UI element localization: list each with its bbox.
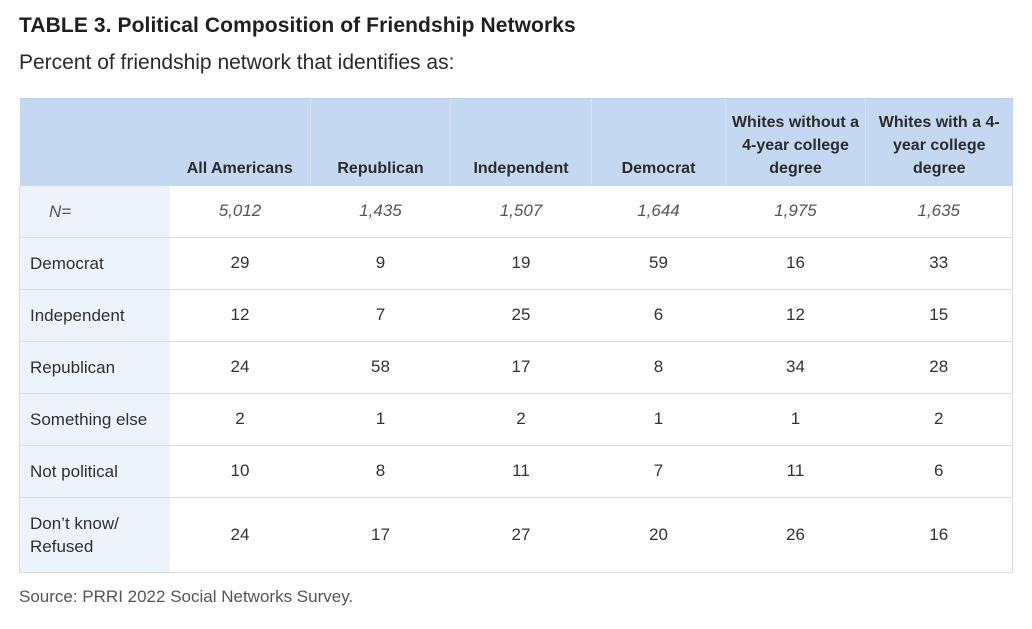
table-cell: 28 bbox=[865, 341, 1013, 394]
table-row: Independent 12 7 25 6 12 15 bbox=[19, 289, 1013, 342]
table-cell: 1,435 bbox=[310, 185, 451, 238]
row-label: Not political bbox=[19, 445, 170, 498]
column-header: Independent bbox=[450, 98, 592, 186]
table-cell: 24 bbox=[169, 341, 311, 394]
source-note: Source: PRRI 2022 Social Networks Survey… bbox=[19, 587, 354, 606]
column-header: All Americans bbox=[169, 98, 311, 186]
table-row: Republican 24 58 17 8 34 28 bbox=[19, 341, 1013, 394]
table-row: Something else 2 1 2 1 1 2 bbox=[19, 393, 1013, 446]
table-cell: 26 bbox=[725, 497, 866, 573]
table-subtitle: Percent of friendship network that ident… bbox=[19, 51, 455, 74]
table-cell: 33 bbox=[865, 237, 1013, 290]
table-cell: 34 bbox=[725, 341, 866, 394]
table-cell: 12 bbox=[725, 289, 866, 342]
table-cell: 58 bbox=[310, 341, 451, 394]
table-cell: 8 bbox=[591, 341, 726, 394]
table-cell: 16 bbox=[725, 237, 866, 290]
header-row: All Americans Republican Independent Dem… bbox=[19, 98, 1013, 186]
table-cell: 1,975 bbox=[725, 185, 866, 238]
table-cell: 24 bbox=[169, 497, 311, 573]
table-cell: 1,635 bbox=[865, 185, 1013, 238]
table-cell: 59 bbox=[591, 237, 726, 290]
table-cell: 1 bbox=[310, 393, 451, 446]
table-cell: 10 bbox=[169, 445, 311, 498]
table-cell: 7 bbox=[310, 289, 451, 342]
sample-size-row: N= 5,012 1,435 1,507 1,644 1,975 1,635 bbox=[19, 185, 1013, 238]
row-label: Independent bbox=[19, 289, 170, 342]
table-cell: 27 bbox=[450, 497, 592, 573]
table-title: TABLE 3. Political Composition of Friend… bbox=[19, 14, 576, 37]
column-header: Whites with a 4-year college degree bbox=[865, 98, 1013, 186]
table-cell: 25 bbox=[450, 289, 592, 342]
table-cell: 1,507 bbox=[450, 185, 592, 238]
column-header: Democrat bbox=[591, 98, 726, 186]
table-cell: 17 bbox=[450, 341, 592, 394]
table-cell: 2 bbox=[450, 393, 592, 446]
column-header: Whites without a 4-year college degree bbox=[725, 98, 866, 186]
row-label: Something else bbox=[19, 393, 170, 446]
table-cell: 5,012 bbox=[169, 185, 311, 238]
table-cell: 29 bbox=[169, 237, 311, 290]
table-cell: 9 bbox=[310, 237, 451, 290]
table-cell: 2 bbox=[865, 393, 1013, 446]
table-cell: 11 bbox=[725, 445, 866, 498]
table-cell: 15 bbox=[865, 289, 1013, 342]
header-corner bbox=[19, 98, 170, 186]
table-cell: 20 bbox=[591, 497, 726, 573]
table-cell: 8 bbox=[310, 445, 451, 498]
table-row: Not political 10 8 11 7 11 6 bbox=[19, 445, 1013, 498]
table-cell: 6 bbox=[591, 289, 726, 342]
table-cell: 1 bbox=[725, 393, 866, 446]
table-row: Don’t know/ Refused 24 17 27 20 26 16 bbox=[19, 497, 1013, 573]
table-cell: 12 bbox=[169, 289, 311, 342]
table-row: Democrat 29 9 19 59 16 33 bbox=[19, 237, 1013, 290]
table-cell: 2 bbox=[169, 393, 311, 446]
row-label: Republican bbox=[19, 341, 170, 394]
table-cell: 7 bbox=[591, 445, 726, 498]
table-cell: 1,644 bbox=[591, 185, 726, 238]
table-cell: 17 bbox=[310, 497, 451, 573]
row-label: N= bbox=[19, 185, 170, 238]
data-table: All Americans Republican Independent Dem… bbox=[19, 98, 1013, 573]
row-label: Don’t know/ Refused bbox=[19, 497, 170, 573]
table-cell: 11 bbox=[450, 445, 592, 498]
table-cell: 19 bbox=[450, 237, 592, 290]
column-header: Republican bbox=[310, 98, 451, 186]
row-label: Democrat bbox=[19, 237, 170, 290]
table-cell: 6 bbox=[865, 445, 1013, 498]
table-cell: 16 bbox=[865, 497, 1013, 573]
table-cell: 1 bbox=[591, 393, 726, 446]
